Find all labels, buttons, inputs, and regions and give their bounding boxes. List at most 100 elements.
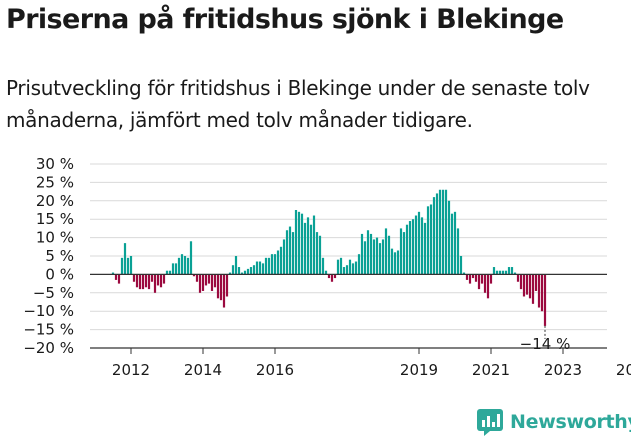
bar — [135, 274, 139, 288]
bar — [147, 274, 151, 290]
x-tick-label: 2023 — [544, 361, 582, 379]
bar — [198, 274, 202, 293]
bar — [216, 274, 220, 299]
bar — [207, 274, 211, 284]
bar — [300, 213, 304, 275]
y-tick-label: 15 % — [36, 210, 74, 228]
y-tick-label: −5 % — [33, 284, 74, 302]
annotations: −14 % — [520, 325, 570, 353]
brand-logo: Newsworthy — [476, 408, 631, 436]
bar — [480, 274, 484, 284]
bar — [210, 274, 214, 291]
bar — [486, 274, 490, 299]
bar — [297, 211, 301, 275]
bar — [171, 263, 175, 275]
bar — [390, 248, 394, 275]
bar — [369, 233, 373, 275]
bar — [534, 274, 538, 291]
bar — [132, 274, 136, 282]
bar — [240, 272, 244, 275]
bar — [435, 193, 439, 275]
bar — [339, 257, 343, 275]
y-tick-label: 0 % — [45, 265, 74, 283]
bar — [357, 254, 361, 275]
x-tick-label: 2025 — [616, 361, 631, 379]
bar — [417, 211, 421, 275]
bar — [381, 239, 385, 275]
bar — [420, 217, 424, 275]
bar — [531, 274, 535, 304]
bar — [507, 267, 511, 275]
gridlines — [90, 163, 607, 349]
bar — [411, 219, 415, 275]
bar — [537, 274, 541, 308]
bar — [180, 254, 184, 275]
bar — [483, 274, 487, 293]
newsworthy-icon — [477, 409, 503, 436]
bar — [264, 257, 268, 275]
bar — [213, 274, 217, 288]
bar — [195, 274, 199, 282]
bar — [192, 274, 196, 277]
x-tick-label: 2016 — [256, 361, 294, 379]
bar — [441, 189, 445, 275]
x-axis: 2012 2014 2016 2019 2021 2023 2025 — [90, 273, 631, 379]
bar — [429, 204, 433, 275]
bar — [450, 213, 454, 275]
bar — [471, 274, 475, 279]
bar — [114, 274, 118, 280]
y-tick-label: 20 % — [36, 192, 74, 210]
bar — [447, 200, 451, 275]
bar — [252, 265, 256, 275]
bar — [360, 233, 364, 275]
bar — [228, 272, 232, 275]
bar — [219, 274, 223, 301]
bar — [453, 211, 457, 275]
bar — [513, 272, 517, 275]
bar — [276, 250, 280, 275]
bar — [141, 274, 145, 290]
y-tick-label: −15 % — [23, 321, 74, 339]
y-tick-label: −20 % — [23, 339, 74, 357]
bar — [504, 270, 508, 275]
bar — [408, 221, 412, 275]
bar — [123, 243, 127, 275]
bar — [165, 270, 169, 275]
bar — [270, 254, 274, 275]
y-tick-label: 25 % — [36, 173, 74, 191]
bar — [138, 274, 142, 290]
bar — [267, 257, 271, 275]
bar — [372, 239, 376, 275]
bar — [333, 274, 337, 279]
bar — [279, 246, 283, 275]
bar — [543, 274, 547, 326]
bar — [540, 274, 544, 312]
bar — [120, 257, 124, 275]
bar — [345, 265, 349, 275]
bar — [330, 274, 334, 282]
bar — [423, 222, 427, 275]
bar — [246, 268, 250, 275]
bar — [306, 217, 310, 275]
bar — [294, 210, 298, 275]
bar — [177, 257, 181, 275]
y-axis-ticks: 30 %25 %20 %15 %10 %5 %0 %−5 %−10 %−15 %… — [23, 155, 74, 357]
bar — [156, 274, 160, 286]
bar — [273, 254, 277, 275]
bar — [396, 250, 400, 275]
bar — [501, 270, 505, 275]
bar — [237, 267, 241, 275]
bar — [321, 257, 325, 275]
bar — [315, 232, 319, 275]
bar — [438, 189, 442, 275]
bar — [432, 197, 436, 275]
bar — [459, 256, 463, 275]
bar — [153, 274, 157, 293]
bar — [303, 222, 307, 275]
bar — [174, 263, 178, 275]
bar — [393, 252, 397, 275]
bar — [528, 274, 532, 299]
bar — [351, 263, 355, 275]
bar — [258, 261, 262, 275]
